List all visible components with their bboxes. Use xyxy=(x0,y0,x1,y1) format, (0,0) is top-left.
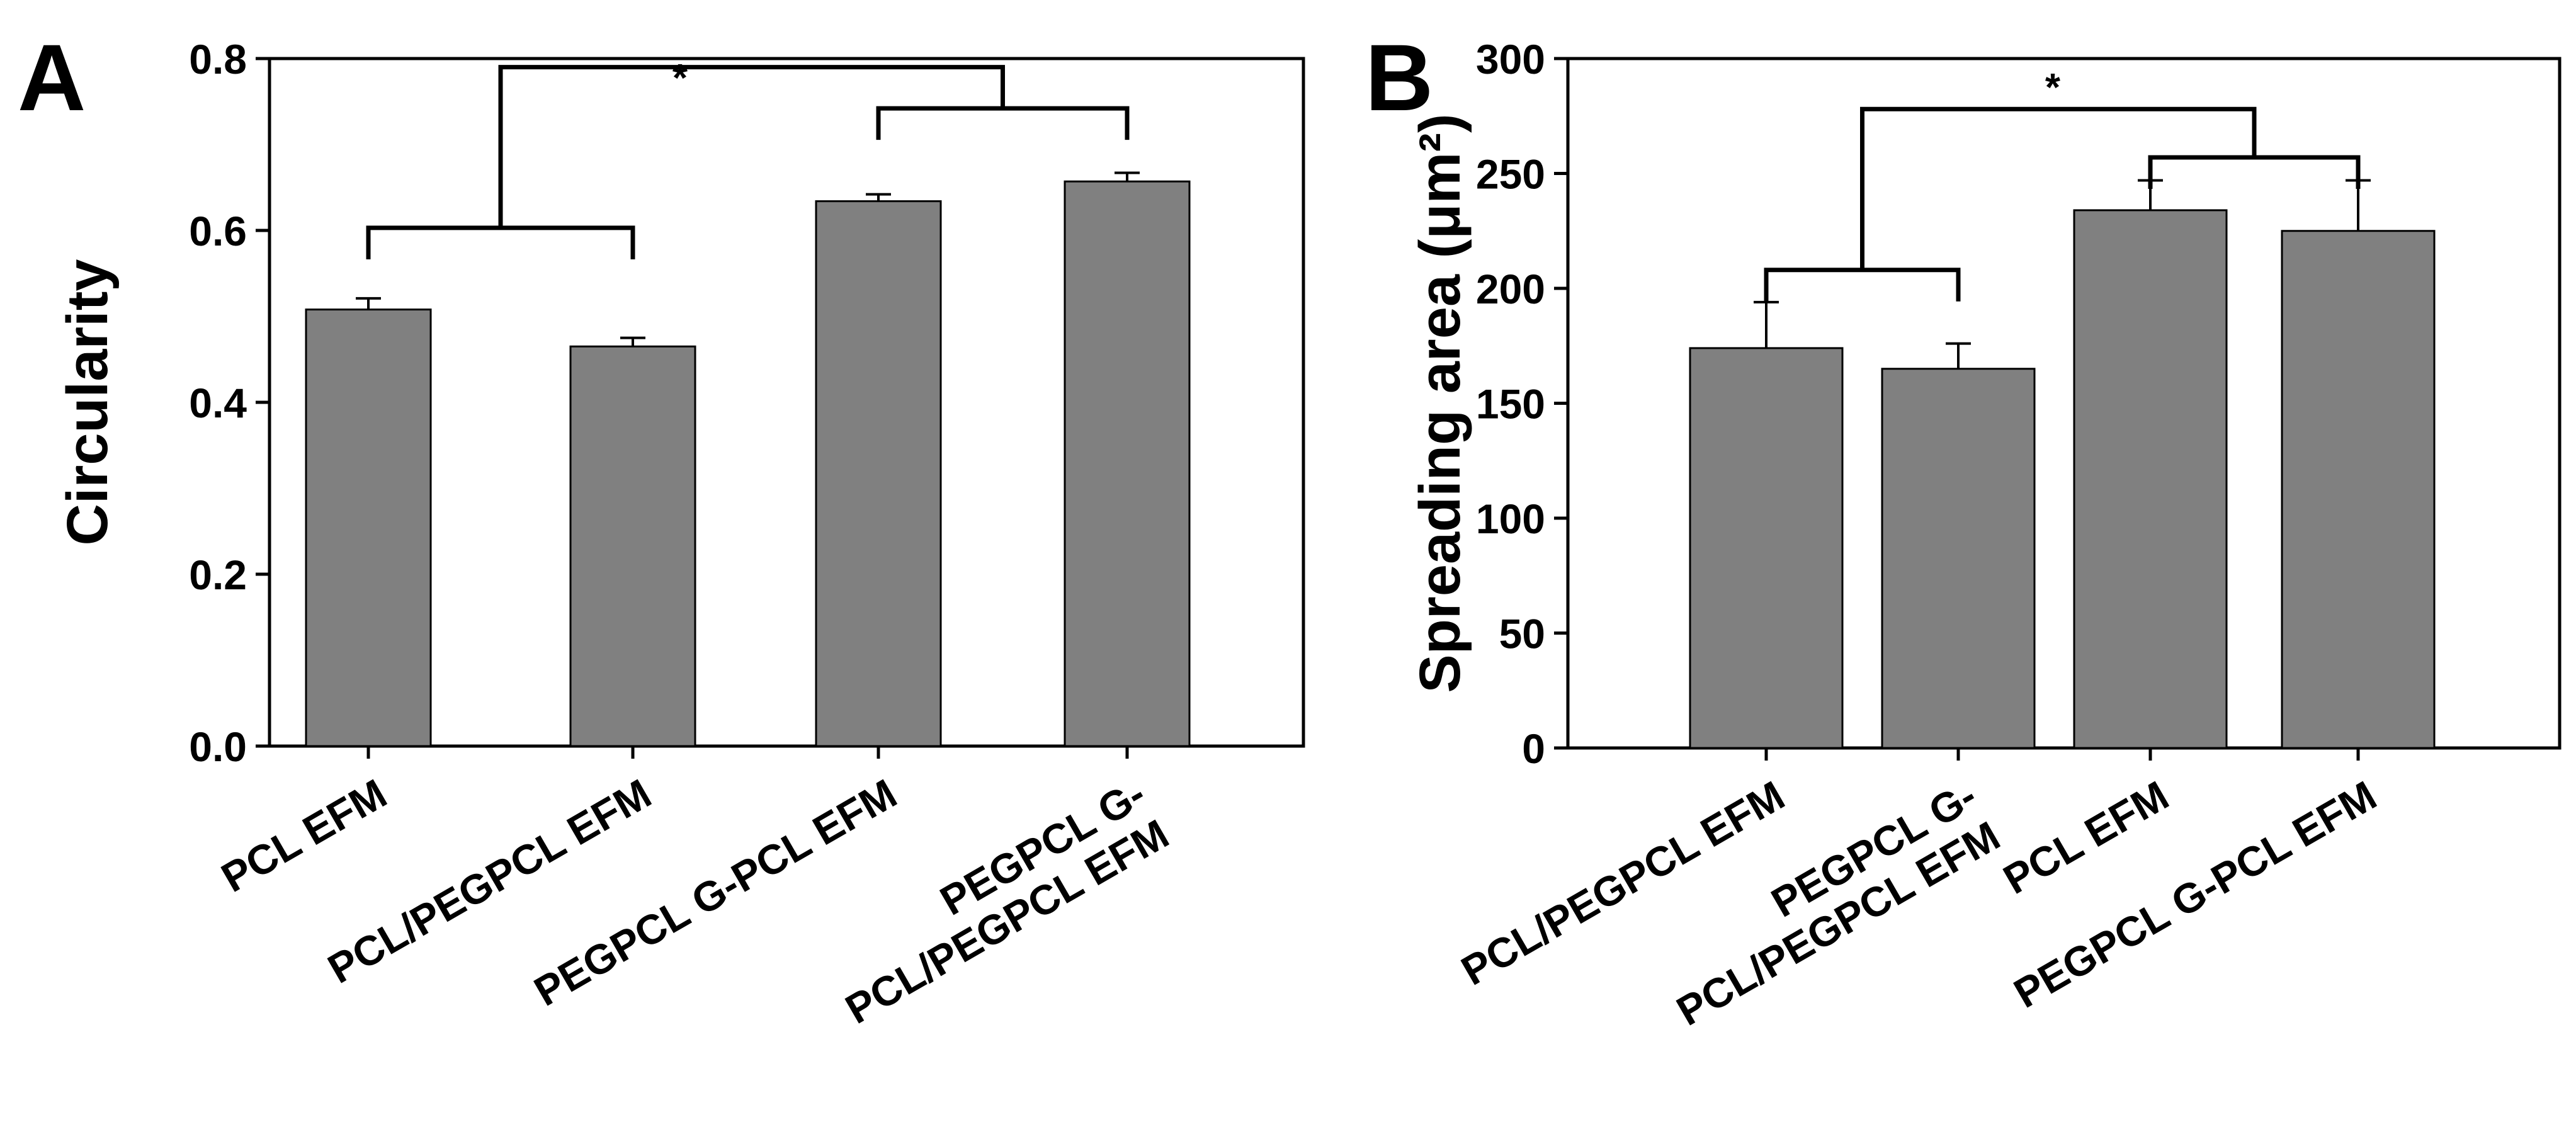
bar xyxy=(2073,209,2228,749)
significance-star: * xyxy=(672,57,688,100)
y-axis-label: Spreading area (μm²) xyxy=(1408,113,1472,693)
category-label-line: PCL EFM xyxy=(1995,772,2176,903)
y-tick-label: 150 xyxy=(1476,381,1545,428)
bracket-right-group xyxy=(876,106,1130,140)
bracket-left-group xyxy=(1764,268,1961,302)
category-label: PEGPCL G-PCL EFM xyxy=(2006,772,2384,1017)
y-tick-label: 0.6 xyxy=(189,208,247,254)
bar xyxy=(1881,368,2036,749)
y-tick-label: 100 xyxy=(1476,496,1545,542)
bar xyxy=(1689,347,1844,749)
y-tick-label: 250 xyxy=(1476,151,1545,198)
category-label: PCL EFM xyxy=(213,770,394,901)
bar xyxy=(305,309,432,747)
bracket-connector xyxy=(498,65,1005,228)
bar xyxy=(1064,180,1191,747)
y-tick-label: 50 xyxy=(1499,611,1545,657)
y-tick-label: 0.2 xyxy=(189,552,247,598)
category-label: PCL EFM xyxy=(1995,772,2176,903)
significance-star: * xyxy=(2045,66,2061,110)
y-tick-label: 0 xyxy=(1522,725,1545,772)
y-tick-label: 0.4 xyxy=(189,380,247,426)
panel-label: A xyxy=(18,25,86,130)
category-label-line: PEGPCL G-PCL EFM xyxy=(2006,772,2384,1017)
y-tick-label: 300 xyxy=(1476,36,1545,82)
bracket-connector xyxy=(1860,106,2257,270)
y-axis-label: Circularity xyxy=(55,259,120,545)
y-tick-label: 0.0 xyxy=(189,723,247,770)
bar xyxy=(2281,230,2436,749)
bar xyxy=(569,345,696,747)
y-tick-label: 200 xyxy=(1476,266,1545,312)
panel-label: B xyxy=(1365,25,1433,130)
bar xyxy=(815,200,942,747)
bracket-left-group xyxy=(366,225,635,259)
bracket-right-group xyxy=(2148,155,2361,189)
category-label-line: PCL EFM xyxy=(213,770,394,901)
y-tick-label: 0.8 xyxy=(189,36,247,82)
